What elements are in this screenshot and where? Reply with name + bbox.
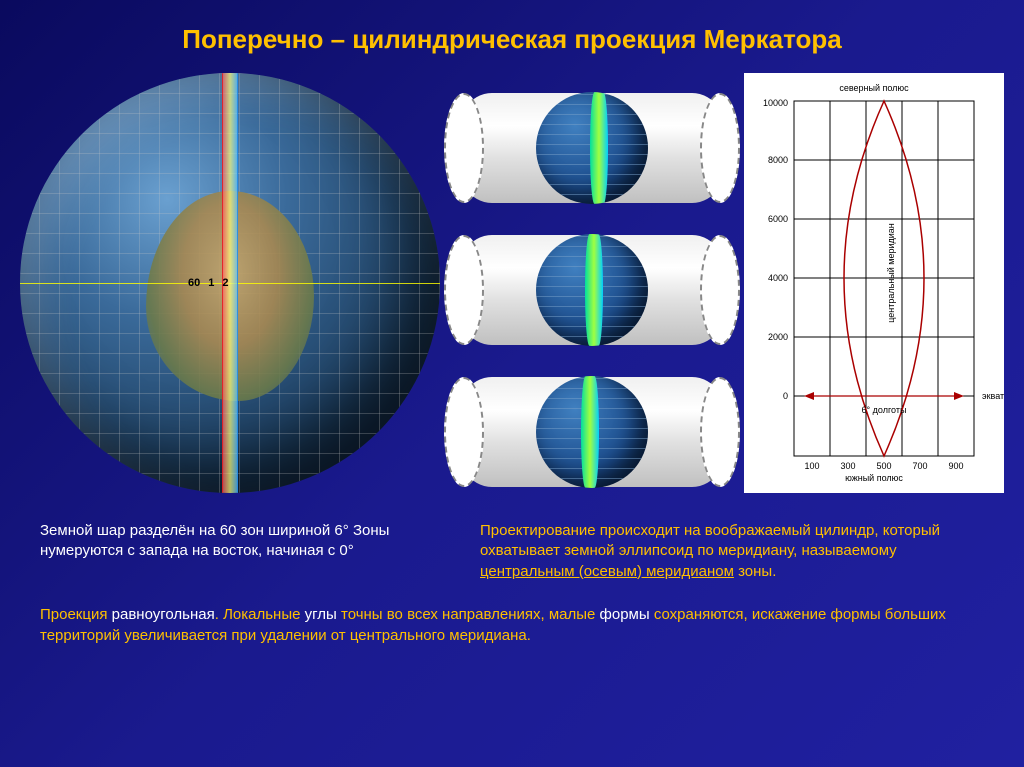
bt-2: . Локальные <box>215 606 305 623</box>
ytick-2000: 2000 <box>768 332 788 342</box>
caption-right: Проектирование происходит на воображаемы… <box>480 521 984 582</box>
xtick-300: 300 <box>840 461 855 471</box>
zone-label-60: 60 <box>188 277 200 289</box>
cylinder-2 <box>452 225 732 355</box>
caption-right-post: зоны. <box>734 563 776 580</box>
caption-right-pre: Проектирование происходит на воображаемы… <box>480 522 940 559</box>
ytick-6000: 6000 <box>768 214 788 224</box>
cylinder-sphere <box>536 376 648 488</box>
xtick-900: 900 <box>948 461 963 471</box>
xtick-500: 500 <box>876 461 891 471</box>
zone-chart: северный полюс южный полюс 0 2000 4000 6… <box>744 73 1004 493</box>
cylinder-cap-right <box>700 377 740 486</box>
zone-label-2: 2 <box>222 277 228 289</box>
ytick-8000: 8000 <box>768 155 788 165</box>
xtick-700: 700 <box>912 461 927 471</box>
chart-grid <box>794 101 974 456</box>
cylinder-cap-right <box>700 93 740 202</box>
bt-w1: равноугольная <box>112 606 215 623</box>
cylinder-3 <box>452 367 732 497</box>
caption-right-underlined: центральным (осевым) меридианом <box>480 563 734 580</box>
cylinder-cap-left <box>444 235 484 344</box>
ytick-10000: 10000 <box>763 98 788 108</box>
arrow-right-icon <box>954 392 964 400</box>
cylinder-panel <box>452 73 732 497</box>
xtick-100: 100 <box>804 461 819 471</box>
cylinder-1 <box>452 83 732 213</box>
ytick-0: 0 <box>783 391 788 401</box>
cylinder-sphere <box>536 92 648 204</box>
arrow-left-icon <box>804 392 814 400</box>
captions-row: Земной шар разделён на 60 зон шириной 6°… <box>0 497 1024 582</box>
cylinder-cap-left <box>444 93 484 202</box>
globe: 60 1 2 <box>20 73 440 493</box>
chart-svg: северный полюс южный полюс 0 2000 4000 6… <box>744 73 1004 493</box>
slide-title: Поперечно – цилиндрическая проекция Мерк… <box>0 0 1024 73</box>
bt-w2: углы <box>305 606 337 623</box>
zone-labels: 60 1 2 <box>188 277 229 289</box>
bt-1: Проекция <box>40 606 112 623</box>
chart-bottom-label: южный полюс <box>845 473 903 483</box>
globe-panel: 60 1 2 <box>20 73 440 493</box>
cylinder-sphere <box>536 234 648 346</box>
equator-label: экватор <box>982 391 1004 401</box>
content-row: 60 1 2 северный полюс южный <box>0 73 1024 497</box>
ytick-4000: 4000 <box>768 273 788 283</box>
bt-w3: формы <box>600 606 650 623</box>
chart-top-label: северный полюс <box>839 83 909 93</box>
central-meridian-label: центральный меридиан <box>886 223 896 323</box>
cylinder-cap-left <box>444 377 484 486</box>
zone-label-1: 1 <box>208 277 214 289</box>
caption-left: Земной шар разделён на 60 зон шириной 6°… <box>40 521 440 582</box>
bottom-text: Проекция равноугольная. Локальные углы т… <box>0 582 1024 646</box>
longitude-label: 6° долготы <box>862 405 907 415</box>
bt-3: точны во всех направлениях, малые <box>337 606 600 623</box>
cylinder-cap-right <box>700 235 740 344</box>
